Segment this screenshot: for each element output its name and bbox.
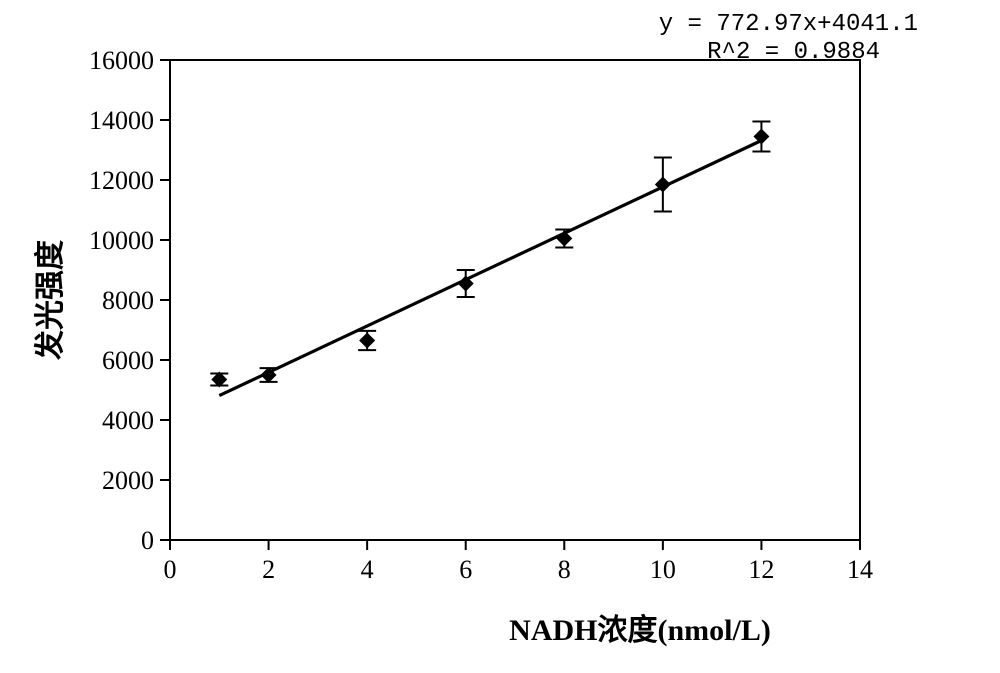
y-tick-label: 10000 — [89, 226, 154, 255]
plot-frame — [170, 60, 860, 540]
equation-r2-label: R^2 = — [707, 39, 793, 66]
x-tick-label: 12 — [748, 555, 774, 584]
data-point — [359, 333, 375, 349]
x-tick-label: 6 — [459, 555, 472, 584]
y-tick-label: 2000 — [102, 466, 154, 495]
data-point — [556, 231, 572, 247]
x-tick-label: 10 — [650, 555, 676, 584]
x-tick-label: 8 — [558, 555, 571, 584]
equation-line-1: y = 772.97x+4041.1 — [659, 11, 918, 38]
regression-line — [219, 140, 761, 395]
x-tick-label: 0 — [164, 555, 177, 584]
error-bars — [210, 122, 770, 386]
equation-r2-value: 0.9884 — [794, 39, 880, 66]
y-tick-label: 6000 — [102, 346, 154, 375]
x-tick-label: 14 — [847, 555, 873, 584]
x-tick-label: 4 — [361, 555, 374, 584]
y-tick-label: 4000 — [102, 406, 154, 435]
chart-container: 0 2 4 6 8 10 12 14 0 2000 4000 6000 8000 10000 12000 1… — [0, 0, 1000, 673]
x-tick-label: 2 — [262, 555, 275, 584]
y-tick-label: 8000 — [102, 286, 154, 315]
data-markers — [211, 129, 769, 388]
y-axis-title: 发光强度 — [34, 240, 67, 361]
x-ticks: 0 2 4 6 8 10 12 14 — [164, 540, 874, 584]
y-tick-label: 16000 — [89, 46, 154, 75]
equation-r2: R^2 = 0.9884 — [707, 39, 880, 66]
y-tick-label: 14000 — [89, 106, 154, 135]
y-ticks: 0 2000 4000 6000 8000 10000 12000 14000 16000 — [89, 46, 170, 555]
y-tick-label: 0 — [141, 526, 154, 555]
x-axis-title: NADH浓度(nmol/L) — [509, 614, 771, 647]
chart-svg: 0 2 4 6 8 10 12 14 0 2000 4000 6000 8000 10000 12000 1… — [0, 0, 1000, 673]
y-tick-label: 12000 — [89, 166, 154, 195]
